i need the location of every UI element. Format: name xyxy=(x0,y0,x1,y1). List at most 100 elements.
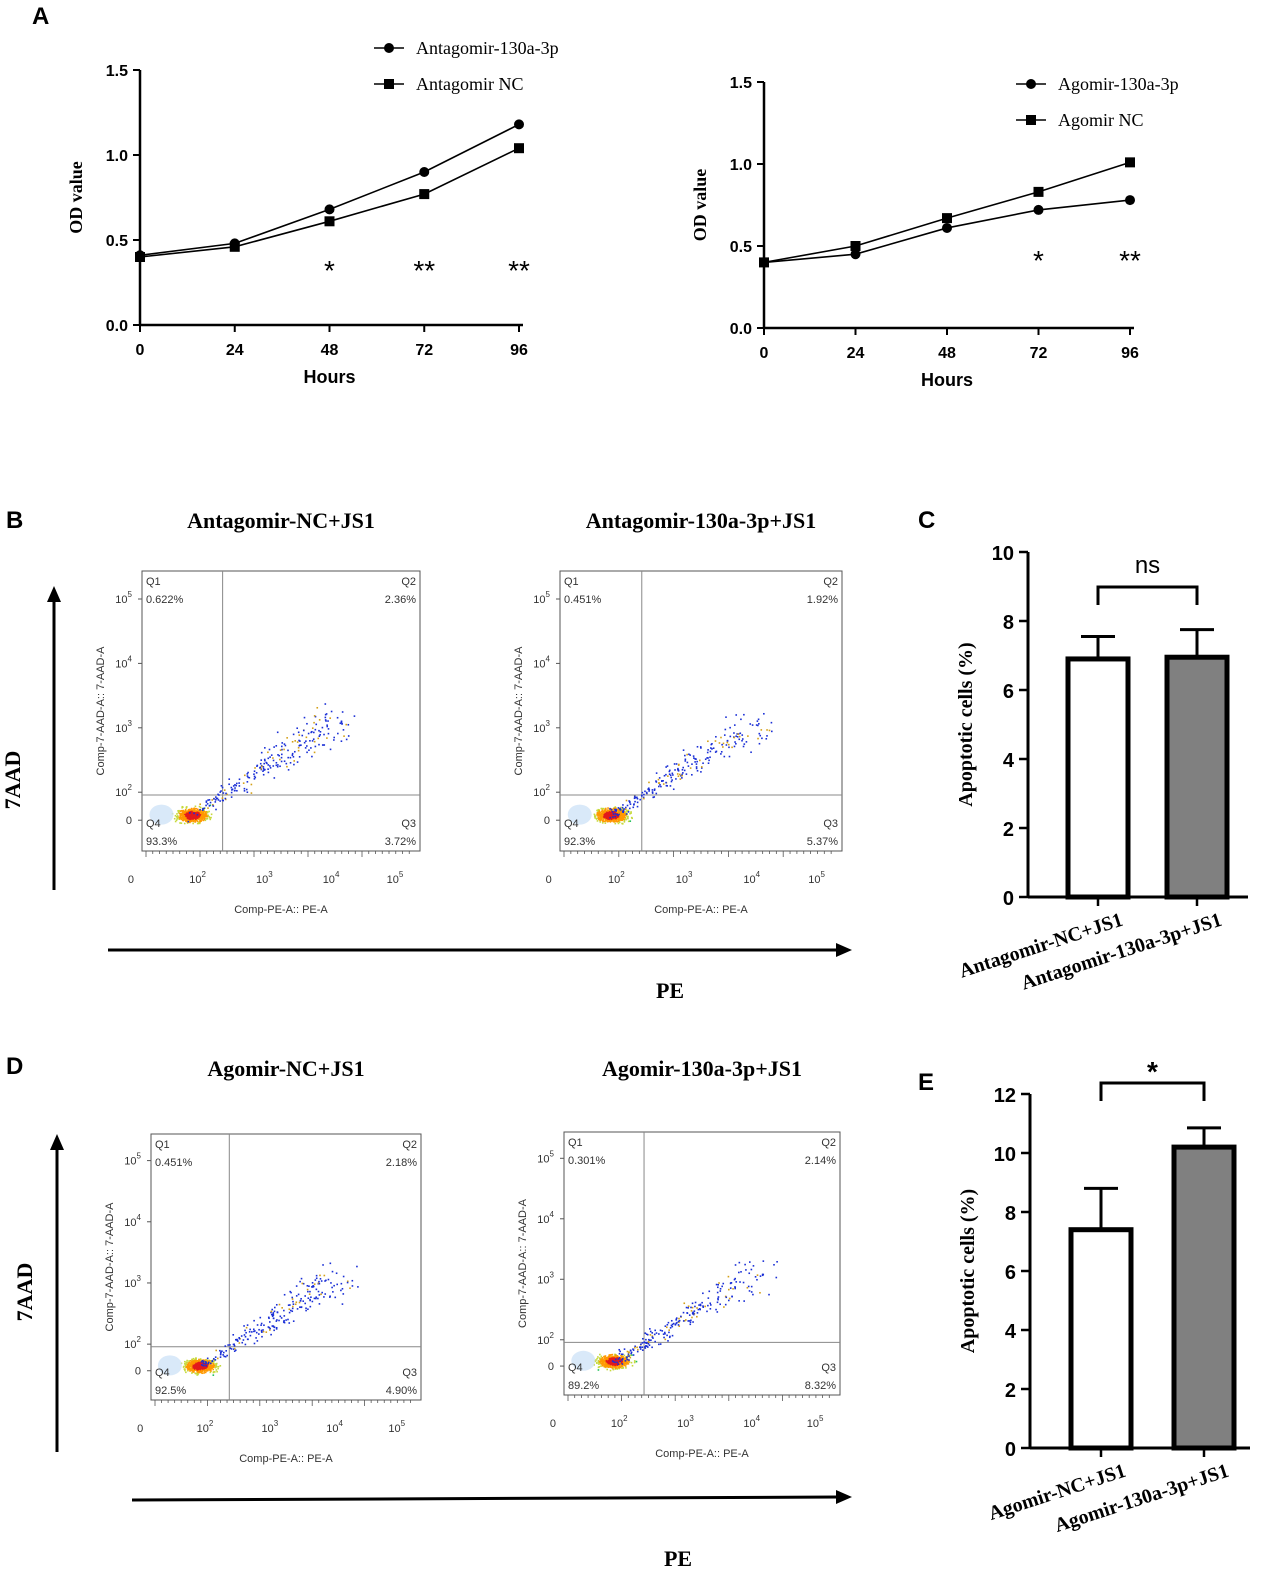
event-dot xyxy=(602,811,605,813)
event-dot xyxy=(206,1367,208,1370)
event-dot xyxy=(291,1298,294,1300)
event-dot xyxy=(685,773,688,775)
event-dot xyxy=(298,744,301,747)
event-dot xyxy=(296,1308,299,1310)
event-dot xyxy=(649,1328,651,1330)
event-dot xyxy=(209,1365,212,1368)
panel-label-e: E xyxy=(918,1069,934,1096)
event-dot xyxy=(273,777,276,779)
event-dot xyxy=(288,1311,291,1314)
event-dot xyxy=(211,799,213,801)
event-dot xyxy=(675,763,678,765)
event-dot xyxy=(611,808,614,811)
event-dot xyxy=(632,1348,634,1350)
event-dot xyxy=(735,1281,738,1283)
event-dot xyxy=(183,1365,185,1368)
event-dot xyxy=(738,735,741,738)
event-dot xyxy=(623,820,626,822)
event-dot xyxy=(221,797,224,800)
event-dot xyxy=(612,1365,615,1367)
flow-y-tick: 102 xyxy=(115,783,132,799)
event-dot xyxy=(280,760,283,763)
event-dot xyxy=(332,1291,334,1293)
event-dot xyxy=(618,808,620,811)
q4-label: Q4 xyxy=(146,818,161,830)
event-dot xyxy=(627,809,630,812)
event-dot xyxy=(596,809,598,812)
event-dot xyxy=(606,814,609,817)
event-dot xyxy=(202,819,205,822)
event-dot xyxy=(617,822,620,825)
event-dot xyxy=(197,1371,200,1374)
flow-y-tick: 104 xyxy=(115,654,132,670)
event-dot xyxy=(202,1367,205,1369)
event-dot xyxy=(658,785,660,788)
event-dot xyxy=(599,1353,601,1356)
flow-x-tick: 105 xyxy=(807,1414,824,1430)
event-dot xyxy=(318,735,321,738)
origin-cloud xyxy=(149,804,174,825)
event-dot xyxy=(191,1364,194,1367)
event-dot xyxy=(605,1357,608,1360)
event-dot xyxy=(189,1370,191,1372)
event-dot xyxy=(598,809,601,811)
event-dot xyxy=(607,1362,610,1365)
event-dot xyxy=(305,1307,307,1310)
event-dot xyxy=(598,817,601,820)
event-dot xyxy=(601,822,604,824)
event-dot xyxy=(620,1354,622,1357)
event-dot xyxy=(283,748,285,751)
event-dot xyxy=(678,763,680,766)
event-dot xyxy=(594,817,597,819)
event-dot xyxy=(729,726,731,729)
event-dot xyxy=(333,739,335,741)
event-dot xyxy=(605,810,608,813)
event-dot xyxy=(203,807,205,810)
event-dot xyxy=(665,781,667,784)
event-dot xyxy=(194,813,196,815)
event-dot xyxy=(597,808,600,811)
event-dot xyxy=(321,1291,323,1294)
event-dot xyxy=(719,1303,721,1306)
event-dot xyxy=(209,1367,212,1369)
event-dot xyxy=(604,810,606,813)
event-dot xyxy=(644,1346,646,1348)
event-dot xyxy=(633,1361,636,1364)
event-dot xyxy=(208,799,211,801)
event-dot xyxy=(190,1365,192,1367)
event-dot xyxy=(685,1319,687,1321)
event-dot xyxy=(661,1330,664,1332)
event-dot xyxy=(219,791,222,793)
event-dot xyxy=(604,1362,607,1364)
event-dot xyxy=(731,746,733,749)
event-dot xyxy=(621,1359,623,1361)
event-dot xyxy=(618,812,620,814)
event-dot xyxy=(737,733,739,735)
event-dot xyxy=(622,813,625,815)
event-dot xyxy=(674,769,676,771)
event-dot xyxy=(313,731,315,734)
event-dot xyxy=(659,1329,662,1332)
event-dot xyxy=(224,1345,227,1347)
event-dot xyxy=(599,1357,602,1360)
event-dot xyxy=(690,1319,692,1322)
event-dot xyxy=(220,1351,222,1354)
event-dot xyxy=(229,1344,231,1346)
event-dot xyxy=(723,1306,725,1308)
event-dot xyxy=(636,1350,639,1353)
event-dot xyxy=(178,809,180,812)
event-dot xyxy=(604,1364,606,1367)
q4-value: 93.3% xyxy=(146,836,177,848)
event-dot xyxy=(597,817,600,819)
event-dot xyxy=(654,1340,656,1343)
event-dot xyxy=(262,773,265,776)
event-dot xyxy=(268,748,271,751)
event-dot xyxy=(288,1322,291,1324)
event-dot xyxy=(251,1331,253,1333)
event-dot xyxy=(271,1314,274,1317)
event-dot xyxy=(604,816,607,819)
event-dot xyxy=(639,1348,642,1350)
event-dot xyxy=(196,812,199,815)
event-dot xyxy=(620,811,622,814)
panel-label-c: C xyxy=(918,507,935,534)
